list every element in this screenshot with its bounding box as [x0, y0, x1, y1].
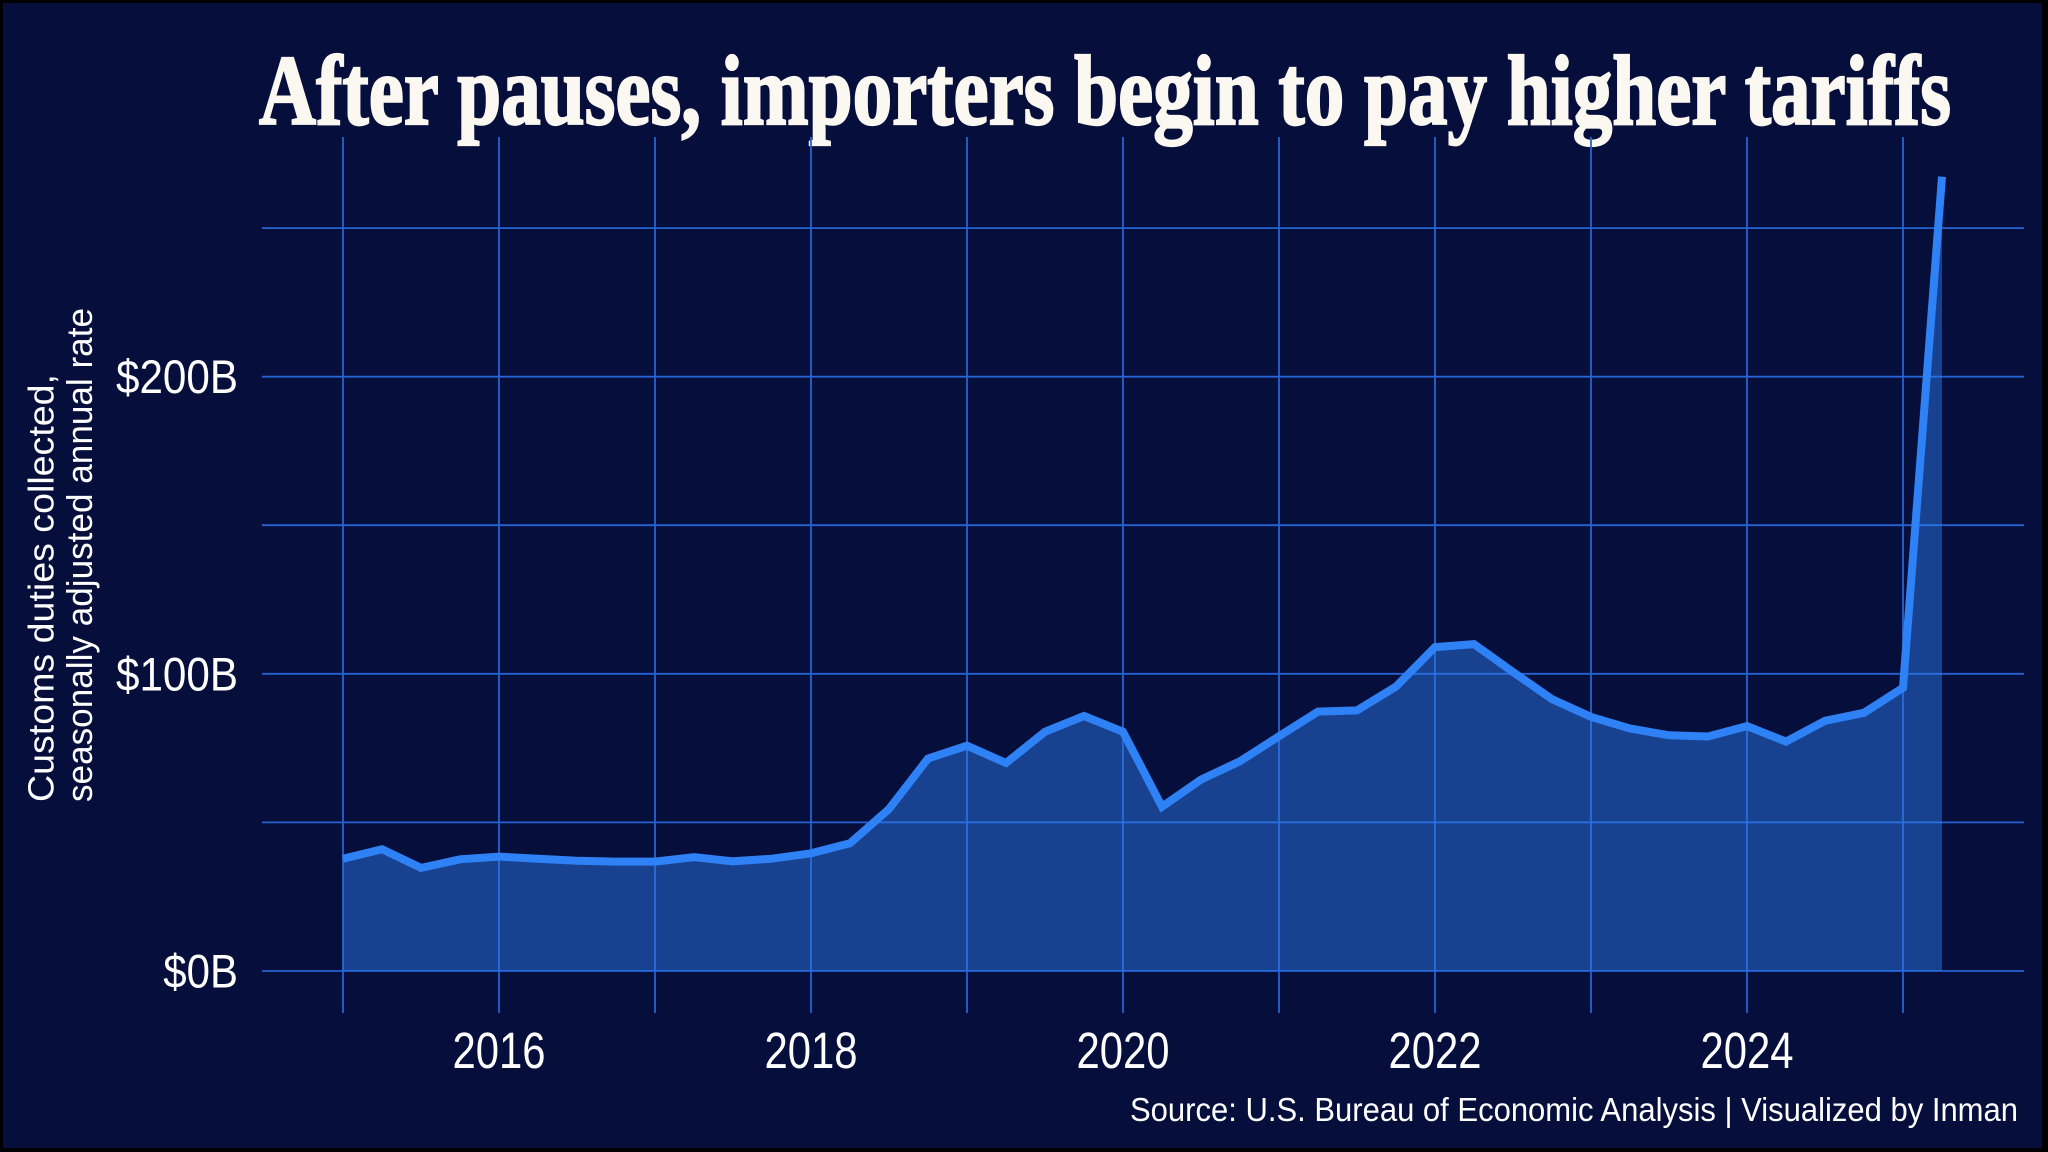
svg-text:Customs duties collected,: Customs duties collected, — [21, 374, 62, 802]
svg-text:2022: 2022 — [1389, 1022, 1482, 1079]
svg-text:2024: 2024 — [1701, 1022, 1794, 1079]
svg-text:Source: U.S. Bureau of Economi: Source: U.S. Bureau of Economic Analysis… — [1130, 1091, 2018, 1128]
svg-text:2018: 2018 — [765, 1022, 858, 1079]
svg-text:2016: 2016 — [453, 1022, 546, 1079]
svg-text:seasonally adjusted annual rat: seasonally adjusted annual rate — [59, 308, 100, 802]
svg-text:$100B: $100B — [116, 647, 238, 700]
svg-text:2020: 2020 — [1077, 1022, 1170, 1079]
svg-text:$0B: $0B — [163, 945, 238, 998]
svg-text:After pauses, importers begin: After pauses, importers begin to pay hig… — [259, 35, 1951, 146]
svg-text:$200B: $200B — [116, 350, 238, 403]
